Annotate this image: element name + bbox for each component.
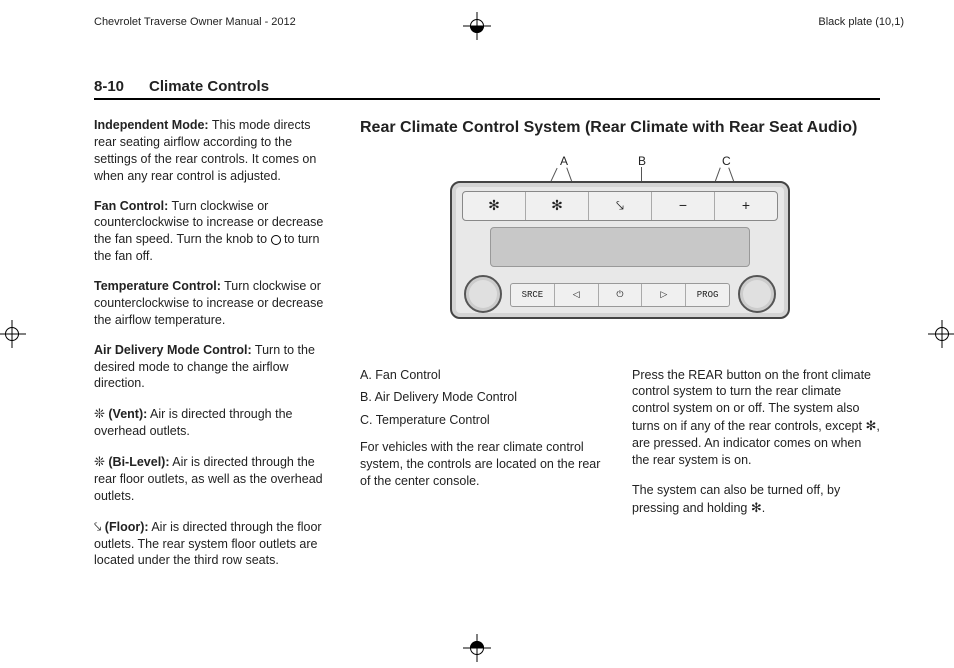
left-registration-mark <box>0 320 26 348</box>
label-c: C <box>722 153 731 169</box>
right-registration-mark <box>928 320 954 348</box>
power-button: ⏻ <box>599 284 643 306</box>
air-delivery-para: Air Delivery Mode Control: Turn to the d… <box>94 342 336 393</box>
legend-a: A. Fan Control <box>360 367 608 384</box>
plate-info: Black plate (10,1) <box>818 16 904 28</box>
fan-down-icon: ✻ <box>526 192 589 220</box>
vent-para: ❊ (Vent): Air is directed through the ov… <box>94 405 336 440</box>
print-header: Chevrolet Traverse Owner Manual - 2012 B… <box>94 16 904 28</box>
fan-up-icon: ✻ <box>463 192 526 220</box>
top-registration-mark <box>463 12 491 40</box>
display-area <box>490 227 750 267</box>
rear-button-para: Press the REAR button on the front clima… <box>632 367 880 469</box>
mode-icon: ⤥ <box>589 192 652 220</box>
independent-mode-para: Independent Mode: This mode directs rear… <box>94 117 336 185</box>
fan-icon: ✻ <box>751 500 762 515</box>
vent-icon: ❊ <box>94 406 105 421</box>
console-location-para: For vehicles with the rear climate contr… <box>360 439 608 490</box>
off-icon <box>271 235 281 245</box>
control-panel-diagram: A B C ✻ ✻ ⤥ − + <box>420 153 820 343</box>
bilevel-para: ❊ (Bi-Level): Air is directed through th… <box>94 453 336 505</box>
lower-right-column: Press the REAR button on the front clima… <box>632 367 880 530</box>
temp-up-icon: + <box>715 192 777 220</box>
lower-columns: A. Fan Control B. Air Delivery Mode Cont… <box>360 367 880 530</box>
panel-graphic: ✻ ✻ ⤥ − + SRCE ◁ ⏻ ▷ PROG <box>450 181 790 319</box>
left-knob <box>464 275 502 313</box>
prev-button: ◁ <box>555 284 599 306</box>
floor-para: ⤥ (Floor): Air is directed through the f… <box>94 518 336 570</box>
section-title: Climate Controls <box>149 78 269 95</box>
page-number: 8-10 <box>94 78 124 95</box>
bottom-registration-mark <box>463 634 491 662</box>
section-header: 8-10 Climate Controls <box>94 78 880 100</box>
right-column: Rear Climate Control System (Rear Climat… <box>360 117 880 618</box>
top-button-row: ✻ ✻ ⤥ − + <box>462 191 778 221</box>
srce-button: SRCE <box>511 284 555 306</box>
legend-c: C. Temperature Control <box>360 412 608 429</box>
fan-control-para: Fan Control: Turn clockwise or countercl… <box>94 198 336 266</box>
right-knob <box>738 275 776 313</box>
temperature-control-para: Temperature Control: Turn clockwise or c… <box>94 278 336 329</box>
bilevel-icon: ❊ <box>94 454 105 469</box>
prog-button: PROG <box>686 284 729 306</box>
manual-title: Chevrolet Traverse Owner Manual - 2012 <box>94 16 296 28</box>
turn-off-para: The system can also be turned off, by pr… <box>632 482 880 517</box>
bottom-button-row: SRCE ◁ ⏻ ▷ PROG <box>510 283 730 307</box>
temp-down-icon: − <box>652 192 715 220</box>
lower-left-column: A. Fan Control B. Air Delivery Mode Cont… <box>360 367 608 530</box>
diagram-labels: A B C <box>420 153 820 181</box>
page-content: Independent Mode: This mode directs rear… <box>94 117 880 618</box>
left-column: Independent Mode: This mode directs rear… <box>94 117 336 618</box>
legend-b: B. Air Delivery Mode Control <box>360 389 608 406</box>
next-button: ▷ <box>642 284 686 306</box>
fan-icon: ✻ <box>865 418 876 433</box>
subsection-heading: Rear Climate Control System (Rear Climat… <box>360 117 880 139</box>
label-b: B <box>638 153 646 169</box>
